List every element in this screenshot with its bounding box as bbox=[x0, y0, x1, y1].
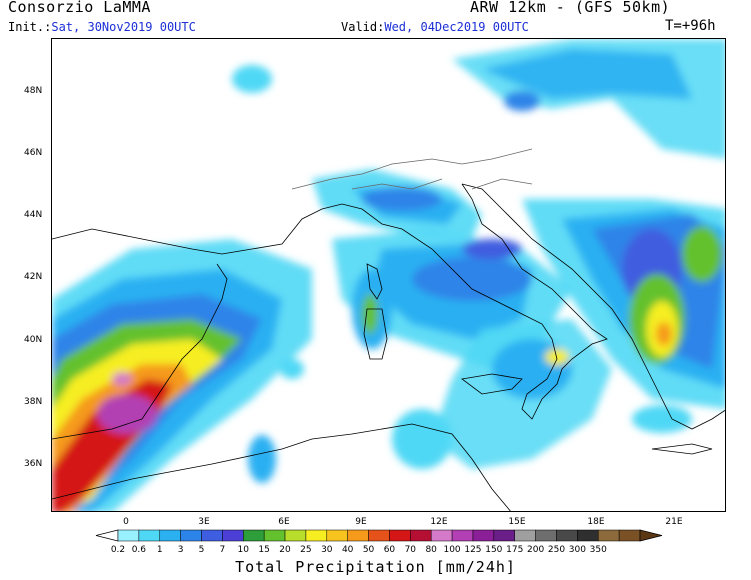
lat-label-46n: 46N bbox=[24, 148, 43, 158]
lon-label-3e: 3E bbox=[198, 517, 210, 527]
colorbar-swatch bbox=[410, 529, 432, 542]
valid-value: Wed, 04Dec2019 00UTC bbox=[384, 20, 529, 34]
colorbar bbox=[95, 529, 663, 542]
colorbar-tick-label: 30 bbox=[321, 545, 333, 555]
colorbar-tick-label: 300 bbox=[568, 545, 586, 555]
lon-label-0: 0 bbox=[123, 517, 129, 527]
colorbar-arrow-high bbox=[639, 529, 663, 542]
precipitation-field bbox=[52, 39, 725, 511]
colorbar-swatch bbox=[159, 529, 181, 542]
colorbar-tick-label: 7 bbox=[219, 545, 226, 555]
colorbar-tick-label: 80 bbox=[425, 545, 437, 555]
colorbar-tick-label: 250 bbox=[547, 545, 566, 555]
colorbar-tick-label: 100 bbox=[443, 545, 461, 555]
lat-label-48n: 48N bbox=[24, 86, 43, 96]
source-title: Consorzio LaMMA bbox=[8, 0, 151, 16]
colorbar-tick-label: 200 bbox=[527, 545, 545, 555]
colorbar-swatch bbox=[222, 529, 244, 542]
forecast-step: T=+96h bbox=[665, 18, 716, 34]
init-time: Init.:Sat, 30Nov2019 00UTC bbox=[8, 20, 196, 34]
colorbar-swatch bbox=[117, 529, 140, 542]
colorbar-swatch bbox=[326, 529, 348, 542]
lon-label-21e: 21E bbox=[665, 517, 683, 527]
lon-label-9e: 9E bbox=[355, 517, 367, 527]
colorbar-swatch bbox=[597, 529, 620, 542]
valid-label: Valid: bbox=[341, 20, 385, 34]
colorbar-swatch bbox=[263, 529, 286, 542]
colorbar-swatch bbox=[535, 529, 557, 542]
colorbar-tick-label: 0.6 bbox=[131, 545, 147, 555]
colorbar-tick-label: 10 bbox=[237, 545, 249, 555]
colorbar-swatch bbox=[201, 529, 223, 542]
colorbar-swatch bbox=[472, 529, 495, 542]
colorbar-swatch bbox=[243, 529, 265, 542]
colorbar-swatch bbox=[138, 529, 161, 542]
colorbar-swatch bbox=[368, 529, 390, 542]
lon-label-12e: 12E bbox=[430, 517, 448, 527]
lat-label-44n: 44N bbox=[24, 210, 43, 220]
colorbar-tick-label: 15 bbox=[258, 545, 270, 555]
colorbar-swatch bbox=[347, 529, 369, 542]
lat-label-38n: 38N bbox=[24, 397, 43, 407]
precipitation-map bbox=[51, 38, 726, 512]
map-canvas bbox=[52, 39, 725, 511]
colorbar-title: Total Precipitation [mm/24h] bbox=[235, 558, 516, 576]
colorbar-tick-label: 150 bbox=[485, 545, 503, 555]
colorbar-tick-label: 40 bbox=[341, 545, 354, 555]
init-value: Sat, 30Nov2019 00UTC bbox=[51, 20, 196, 34]
lat-label-36n: 36N bbox=[24, 459, 43, 469]
lon-label-6e: 6E bbox=[278, 517, 290, 527]
coastlines bbox=[52, 183, 725, 511]
colorbar-tick-label: 175 bbox=[506, 545, 524, 555]
colorbar-tick-label: 25 bbox=[300, 545, 312, 555]
colorbar-swatch bbox=[305, 529, 328, 542]
lat-label-42n: 42N bbox=[24, 272, 43, 282]
colorbar-swatch bbox=[430, 529, 453, 542]
colorbar-swatch bbox=[284, 529, 307, 542]
colorbar-swatch bbox=[618, 529, 641, 542]
colorbar-swatch bbox=[389, 529, 411, 542]
colorbar-tick-label: 0.2 bbox=[110, 545, 126, 555]
colorbar-arrow-low bbox=[95, 529, 119, 542]
colorbar-tick-label: 1 bbox=[156, 545, 163, 555]
borders bbox=[291, 148, 533, 190]
lon-label-18e: 18E bbox=[587, 517, 605, 527]
colorbar-tick-label: 50 bbox=[362, 545, 375, 555]
colorbar-tick-label: 60 bbox=[383, 545, 396, 555]
model-title: ARW 12km - (GFS 50km) bbox=[470, 0, 671, 16]
colorbar-swatch bbox=[180, 529, 202, 542]
colorbar-tick-label: 5 bbox=[198, 545, 205, 555]
colorbar-tick-label: 125 bbox=[464, 545, 482, 555]
colorbar-tick-label: 350 bbox=[589, 545, 607, 555]
init-label: Init.: bbox=[8, 20, 52, 34]
colorbar-swatch bbox=[556, 529, 578, 542]
colorbar-tick-label: 70 bbox=[404, 545, 417, 555]
colorbar-swatch bbox=[514, 529, 536, 542]
colorbar-swatch bbox=[451, 529, 474, 542]
colorbar-swatch bbox=[577, 529, 599, 542]
colorbar-tick-label: 3 bbox=[177, 545, 184, 555]
lon-label-15e: 15E bbox=[508, 517, 526, 527]
colorbar-tick-label: 20 bbox=[279, 545, 291, 555]
valid-time: Valid:Wed, 04Dec2019 00UTC bbox=[341, 20, 529, 34]
colorbar-swatch bbox=[493, 529, 515, 542]
lat-label-40n: 40N bbox=[24, 335, 43, 345]
